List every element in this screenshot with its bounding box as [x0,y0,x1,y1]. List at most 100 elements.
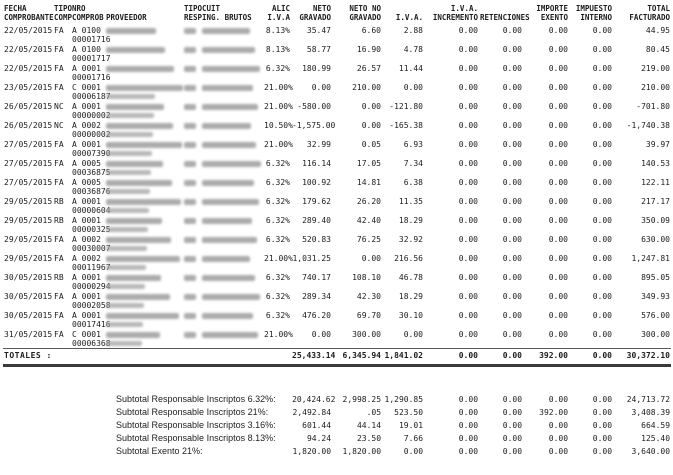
voucher-number-line2: 00006187 [72,91,111,101]
voucher-number-cell: A 0001 00000325 [72,216,111,234]
subtotal-value: 20,424.62 [292,394,336,404]
retenciones-cell: 0.00 [502,292,522,301]
table-row: 29/05/2015 RB A 0001 00000325 6.32% 289.40 42.… [3,215,671,234]
column-header: TIPO RESP [183,4,202,25]
iva-cell: 6.93 [403,140,423,149]
neto-no-gravado-cell: 14.81 [356,178,381,187]
iva-incremento-cell: 0.00 [458,235,478,244]
importe-exento-cell: 0.00 [548,273,568,282]
redacted-proveedor-line2 [106,302,182,311]
voucher-number-cell: C 0001 00006368 [72,330,111,348]
iva-cell: 7.34 [403,159,423,168]
redacted-proveedor-extra [106,246,147,251]
redacted-cuit [202,294,260,300]
total-facturado-cell: -701.80 [636,102,670,111]
redacted-proveedor-cell [105,82,183,101]
redacted-cuit-cell [201,25,263,44]
redacted-tipo-resp [184,256,196,262]
voucher-type-cell: FA [54,254,64,263]
neto-no-gravado-cell: 6.60 [361,26,381,35]
subtotal-value: 0.00 [592,446,613,456]
vat-rate-cell: 10.50% [264,121,293,130]
table-row: 23/05/2015 FA C 0001 00006187 21.00% 0.00 210.… [3,82,671,101]
iva-incremento-cell: 0.00 [458,83,478,92]
redacted-tipo-resp-cell [183,291,201,310]
column-header-line2: INTERNO [580,12,612,22]
importe-exento-cell: 0.00 [548,235,568,244]
subtotal-label: Subtotal Responsable Inscriptos 3.16%: [116,419,276,430]
redacted-proveedor [106,275,161,281]
date-cell: 27/05/2015 [4,159,53,168]
neto-no-gravado-cell: 26.57 [356,64,381,73]
neto-no-gravado-cell: 210.00 [352,83,381,92]
redacted-proveedor [106,47,165,53]
totals-row: TOTALES :25,433.14 6,345.94 1,841.02 0.00 0.… [3,348,671,367]
table-row: 22/05/2015 FA A 0100 00001717 8.13% 58.77 16.9… [3,44,671,63]
retenciones-cell: 0.00 [502,83,522,92]
impuesto-interno-cell: 0.00 [592,197,612,206]
subtotal-value: 601.44 [302,420,332,430]
iva-cell: 0.00 [403,83,423,92]
redacted-cuit-cell [201,101,263,120]
redacted-tipo-resp [184,47,196,53]
redacted-tipo-resp [184,313,196,319]
importe-exento-cell: 0.00 [548,311,568,320]
iva-incremento-cell: 0.00 [458,121,478,130]
impuesto-interno-cell: 0.00 [592,45,612,54]
voucher-type-cell: FA [54,64,64,73]
column-header-line2: COMPROBANTE [4,12,54,22]
redacted-proveedor-line2 [106,264,182,273]
column-header-line2: EXENTO [540,12,568,22]
total-facturado-cell: 219.00 [641,64,670,73]
table-row: 27/05/2015 FA A 0001 00007390 21.00% 32.99 0.0… [3,139,671,158]
redacted-proveedor-line2 [106,340,182,349]
redacted-tipo-resp [184,332,196,338]
subtotal-value: 1,290.85 [384,394,424,404]
iva-cell: 216.56 [394,254,423,263]
iva-incremento-cell: 0.00 [458,216,478,225]
total-facturado-cell: 39.97 [645,140,670,149]
neto-no-gravado-cell: 300.00 [352,330,381,339]
redacted-tipo-resp [184,123,196,129]
subtotal-value: 0.00 [458,407,479,417]
column-header-line2: I.V.A [267,12,290,22]
column-header: TIPO COMP [53,4,72,25]
total-facturado-cell: 630.00 [641,235,670,244]
iva-incremento-cell: 0.00 [458,330,478,339]
voucher-number-cell: A 0001 00001716 [72,64,111,82]
date-cell: 27/05/2015 [4,178,53,187]
retenciones-cell: 0.00 [502,235,522,244]
redacted-proveedor-line2 [106,112,182,121]
redacted-proveedor-cell [105,272,183,291]
subtotal-value: 0.00 [548,420,569,430]
redacted-cuit [202,28,250,34]
redacted-proveedor-extra [106,265,146,270]
subtotal-value: 392.00 [539,407,569,417]
redacted-proveedor-line2 [106,150,182,159]
total-facturado-cell: 1,247.81 [631,254,670,263]
redacted-cuit-cell [201,177,263,196]
importe-exento-cell: 0.00 [548,159,568,168]
redacted-cuit-cell [201,120,263,139]
voucher-number-cell: A 0002 00000002 [72,121,111,139]
totals-value: 1,841.02 [382,348,424,367]
voucher-number-line2: 00000002 [72,110,111,120]
total-facturado-cell: 217.17 [641,197,670,206]
redacted-cuit [202,66,260,72]
subtotals-body: Subtotal Responsable Inscriptos 6.32%: 20… [3,393,671,458]
redacted-cuit [202,161,261,167]
redacted-tipo-resp [184,294,196,300]
iva-incremento-cell: 0.00 [458,140,478,149]
voucher-number-cell: A 0001 00000604 [72,197,111,215]
totals-value: 30,372.10 [613,348,671,367]
impuesto-interno-cell: 0.00 [592,254,612,263]
neto-gravado-cell: 289.40 [302,216,331,225]
subtotal-value: 0.00 [592,420,613,430]
column-header-line1: IMPUESTO [575,4,612,13]
redacted-proveedor [106,85,183,91]
voucher-type-cell: FA [54,83,64,92]
redacted-proveedor [106,66,174,72]
voucher-type-cell: FA [54,330,64,339]
iva-cell: 32.92 [398,235,423,244]
subtotal-value: 0.00 [403,446,424,456]
